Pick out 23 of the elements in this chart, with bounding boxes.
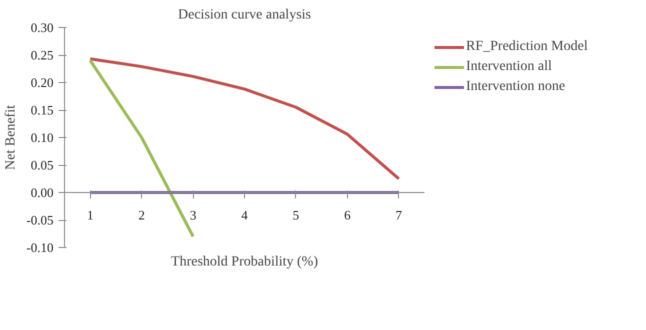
x-tick-label: 4 bbox=[241, 208, 248, 222]
x-tick-label: 7 bbox=[396, 208, 403, 222]
legend-label: Intervention none bbox=[466, 79, 566, 95]
y-tick-label: 0.05 bbox=[30, 158, 54, 172]
x-tick-label: 3 bbox=[190, 208, 196, 222]
legend-label: Intervention all bbox=[466, 59, 552, 75]
y-tick-label: 0.20 bbox=[30, 75, 54, 90]
x-tick-label: 5 bbox=[292, 208, 300, 222]
x-tick-label: 1 bbox=[86, 208, 94, 222]
line-series bbox=[88, 57, 400, 180]
y-tick-label: 0.15 bbox=[30, 102, 54, 118]
y-tick-label: 0.10 bbox=[30, 130, 54, 145]
x-tick-label: 2 bbox=[138, 208, 145, 222]
y-axis-title: Net Benefit bbox=[3, 104, 18, 170]
x-axis-title: Threshold Probability (%) bbox=[171, 254, 318, 270]
y-tick-label: 0.30 bbox=[30, 20, 54, 35]
y-tick-label: 0.25 bbox=[30, 48, 54, 62]
y-tick-label: 0.00 bbox=[30, 185, 54, 200]
x-tick-label: 6 bbox=[344, 208, 352, 222]
legend-label: RF_Prediction Model bbox=[466, 39, 588, 55]
y-tick-label: -0.05 bbox=[26, 212, 54, 228]
chart-title: Decision curve analysis bbox=[178, 8, 311, 22]
y-tick-label: -0.10 bbox=[26, 240, 54, 255]
